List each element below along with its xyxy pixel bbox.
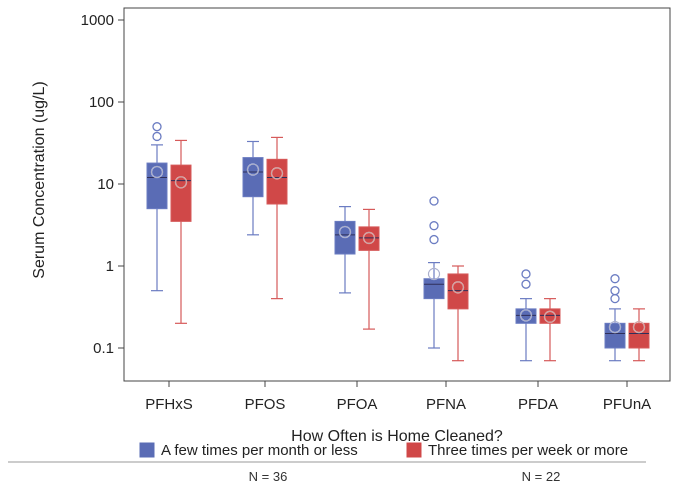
- y-tick-label: 0.1: [93, 340, 114, 357]
- box: [266, 158, 288, 205]
- outlier-point: [429, 196, 439, 206]
- box: [604, 322, 626, 349]
- legend-swatch: [139, 442, 155, 458]
- box: [358, 226, 380, 251]
- x-tick-label: PFUnA: [603, 396, 651, 413]
- x-tick-label: PFHxS: [145, 396, 193, 413]
- sample-size-label: N = 22: [522, 469, 561, 484]
- mean-marker-outline: [339, 226, 351, 238]
- x-axis-title: How Often is Home Cleaned?: [291, 428, 503, 445]
- mean-marker-outline: [633, 321, 645, 333]
- x-tick-label: PFNA: [426, 396, 466, 413]
- box: [146, 162, 168, 210]
- y-tick-label: 1000: [81, 12, 114, 29]
- box: [447, 273, 469, 310]
- sample-size-labels: N = 36 N = 22: [249, 469, 561, 484]
- outlier-point: [521, 279, 531, 289]
- legend: A few times per month or less Three times…: [139, 442, 628, 459]
- mean-marker-outline: [363, 232, 375, 244]
- outlier-point: [610, 274, 620, 284]
- x-tick-label: PFOA: [337, 396, 378, 413]
- mean-marker-outline: [271, 167, 283, 180]
- mean-marker-outline: [544, 311, 556, 323]
- outlier-point: [521, 269, 531, 279]
- mean-marker-outline: [520, 309, 532, 322]
- box: [628, 322, 650, 349]
- legend-label: Three times per week or more: [428, 442, 628, 459]
- outlier-point: [152, 131, 162, 142]
- legend-swatch: [406, 442, 422, 458]
- box-plot-marks: [146, 122, 650, 362]
- x-tick-label: PFDA: [518, 396, 558, 413]
- outlier-point: [610, 286, 620, 296]
- x-axis: PFHxS PFOS PFOA PFNA PFDA PFUnA: [145, 381, 651, 413]
- outlier-point: [429, 234, 439, 245]
- mean-marker-outline: [247, 163, 259, 176]
- mean-marker-outline: [175, 176, 187, 189]
- mean-marker-outline: [452, 281, 464, 294]
- y-tick-label: 1: [106, 258, 114, 275]
- plot-frame: [123, 7, 671, 382]
- outlier-point: [152, 122, 162, 132]
- y-tick-label: 10: [97, 176, 114, 193]
- mean-marker-outline: [609, 321, 621, 333]
- box: [170, 164, 192, 222]
- y-axis-title: Serum Concentration (ug/L): [31, 81, 48, 278]
- x-tick-label: PFOS: [245, 396, 286, 413]
- y-axis: 0.1 1 10 100 1000: [81, 12, 124, 357]
- sample-size-label: N = 36: [249, 469, 288, 484]
- mean-marker-outline: [151, 166, 163, 178]
- box: [423, 278, 445, 300]
- outlier-point: [429, 221, 439, 231]
- mean-marker-outline: [428, 268, 440, 280]
- y-tick-label: 100: [89, 94, 114, 111]
- legend-label: A few times per month or less: [161, 442, 358, 459]
- outlier-point: [610, 293, 620, 304]
